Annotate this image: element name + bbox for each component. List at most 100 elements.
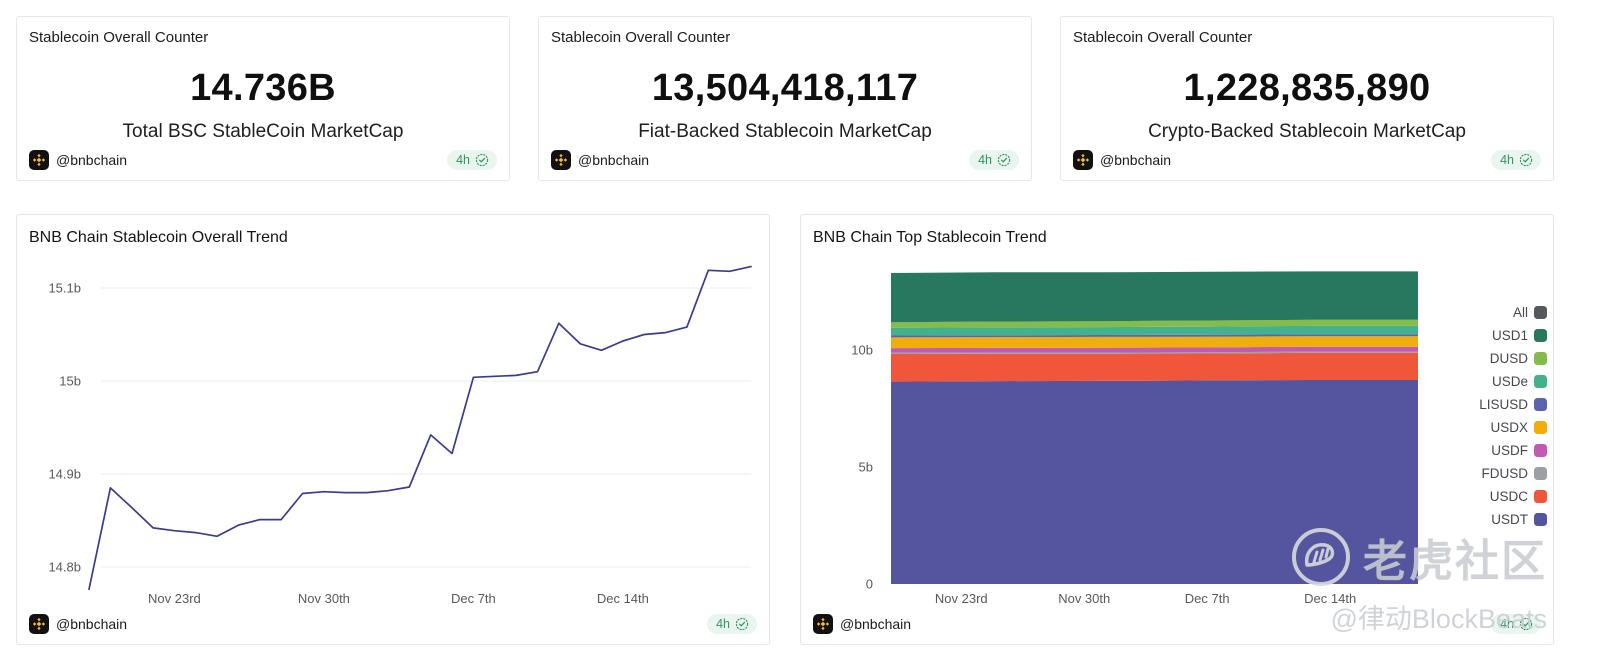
stat-label: Total BSC StableCoin MarketCap [122, 121, 404, 142]
legend-item-usdf[interactable]: USDF [1491, 441, 1547, 460]
account-handle[interactable]: @bnbchain [56, 152, 128, 168]
legend-label: USD1 [1491, 328, 1528, 343]
y-axis-tick-label: 14.8b [48, 560, 81, 575]
area-series-dusd [891, 319, 1418, 328]
stat-card-crypto-backed: Stablecoin Overall Counter 1,228,835,890… [1060, 16, 1554, 181]
legend-swatch-icon [1534, 329, 1547, 342]
legend-item-fdusd[interactable]: FDUSD [1481, 464, 1547, 483]
legend-item-usdc[interactable]: USDC [1490, 487, 1547, 506]
area-series-usdt [891, 380, 1418, 584]
legend-label: USDX [1490, 420, 1528, 435]
account-handle[interactable]: @bnbchain [578, 152, 650, 168]
update-badge: 4h [707, 614, 757, 634]
legend-item-dusd[interactable]: DUSD [1490, 349, 1547, 368]
y-axis-tick-label: 14.9b [48, 467, 81, 482]
stablecoin-overall-trend-line-chart[interactable]: 15.1b 15b 14.9b 14.8b Nov 23rd Nov 30th Dec 7t… [17, 251, 771, 619]
account-handle[interactable]: @bnbchain [840, 616, 912, 632]
legend-swatch-icon [1534, 513, 1547, 526]
trend-line-series [88, 265, 752, 591]
legend-item-usde[interactable]: USDe [1492, 372, 1547, 391]
area-series-usde [891, 325, 1418, 336]
area-series-usd1 [891, 271, 1418, 323]
legend-swatch-icon [1534, 306, 1547, 319]
area-series-usdc [891, 352, 1418, 382]
card-title: Stablecoin Overall Counter [29, 29, 209, 46]
legend-label: USDT [1491, 512, 1528, 527]
card-footer: @bnbchain 4h [1073, 150, 1541, 170]
y-axis-tick-label: 15.1b [48, 281, 81, 296]
verified-check-icon [997, 153, 1011, 167]
bnb-logo-icon [813, 614, 833, 634]
area-series-lisusd [891, 334, 1418, 338]
stat-card-fiat-backed: Stablecoin Overall Counter 13,504,418,11… [538, 16, 1032, 181]
legend-item-usdt[interactable]: USDT [1491, 510, 1547, 529]
bnb-logo-icon [29, 150, 49, 170]
y-axis-tick-label: 0 [866, 577, 873, 592]
legend-label: FDUSD [1481, 466, 1529, 481]
line-chart-card: BNB Chain Stablecoin Overall Trend 15.1b… [16, 214, 770, 645]
verified-check-icon [1519, 617, 1533, 631]
legend-swatch-icon [1534, 444, 1547, 457]
x-axis-tick-label: Nov 23rd [148, 591, 201, 606]
legend-swatch-icon [1534, 490, 1547, 503]
badge-interval: 4h [716, 616, 730, 631]
card-title: Stablecoin Overall Counter [1073, 29, 1253, 46]
chart-title: BNB Chain Stablecoin Overall Trend [29, 229, 288, 246]
stat-value: 14.736B [190, 67, 336, 109]
card-footer: @bnbchain 4h [29, 150, 497, 170]
chart-title: BNB Chain Top Stablecoin Trend [813, 229, 1047, 246]
x-axis-tick-label: Dec 14th [597, 591, 649, 606]
legend-label: USDC [1489, 489, 1528, 504]
verified-check-icon [1519, 153, 1533, 167]
stat-value: 13,504,418,117 [651, 67, 919, 109]
stat-label: Crypto-Backed Stablecoin MarketCap [1148, 121, 1466, 142]
legend-label: USDF [1491, 443, 1528, 458]
area-series-usdf [891, 346, 1418, 353]
legend-item-usdx[interactable]: USDX [1490, 418, 1547, 437]
x-axis-tick-label: Dec 14th [1304, 591, 1356, 606]
legend-label: All [1512, 305, 1528, 320]
y-axis-tick-label: 5b [859, 460, 873, 475]
stat-value: 1,228,835,890 [1183, 67, 1431, 109]
legend-swatch-icon [1534, 375, 1547, 388]
legend-swatch-icon [1534, 467, 1547, 480]
legend-item-lisusd[interactable]: LISUSD [1479, 395, 1547, 414]
area-series-usdx [891, 336, 1418, 349]
update-badge: 4h [1491, 614, 1541, 634]
legend-swatch-icon [1534, 398, 1547, 411]
bnb-logo-icon [551, 150, 571, 170]
card-footer: @bnbchain 4h [29, 614, 757, 634]
legend-label: DUSD [1489, 351, 1528, 366]
legend-item-all[interactable]: All [1513, 303, 1547, 322]
card-title: Stablecoin Overall Counter [551, 29, 731, 46]
x-axis-tick-label: Nov 23rd [935, 591, 988, 606]
stat-card-total-bsc: Stablecoin Overall Counter 14.736B Total… [16, 16, 510, 181]
legend-label: LISUSD [1479, 397, 1528, 412]
badge-interval: 4h [456, 152, 470, 167]
stat-label: Fiat-Backed Stablecoin MarketCap [638, 121, 932, 142]
badge-interval: 4h [978, 152, 992, 167]
x-axis-tick-label: Nov 30th [298, 591, 350, 606]
x-axis-tick-label: Dec 7th [1185, 591, 1230, 606]
card-footer: @bnbchain 4h [813, 614, 1541, 634]
update-badge: 4h [447, 150, 497, 170]
legend-item-usd1[interactable]: USD1 [1492, 326, 1547, 345]
account-handle[interactable]: @bnbchain [56, 616, 128, 632]
verified-check-icon [735, 617, 749, 631]
y-axis-tick-label: 15b [59, 374, 81, 389]
bnb-logo-icon [29, 614, 49, 634]
chart-legend: All USD1 DUSD USDe LISUSD USDX USDF FDUSD USDC US… [1479, 303, 1547, 529]
update-badge: 4h [1491, 150, 1541, 170]
bnb-logo-icon [1073, 150, 1093, 170]
x-axis-tick-label: Nov 30th [1058, 591, 1110, 606]
area-series-fdusd [891, 351, 1418, 354]
legend-swatch-icon [1534, 421, 1547, 434]
y-axis-tick-label: 10b [851, 343, 873, 358]
x-axis-tick-label: Dec 7th [451, 591, 496, 606]
account-handle[interactable]: @bnbchain [1100, 152, 1172, 168]
top-stablecoin-trend-area-chart[interactable]: 10b 5b 0 Nov 23rd Nov 30th Dec 7th Dec 14th [801, 251, 1555, 619]
badge-interval: 4h [1500, 616, 1514, 631]
card-footer: @bnbchain 4h [551, 150, 1019, 170]
stack-chart-card: BNB Chain Top Stablecoin Trend 10b 5b 0 Nov… [800, 214, 1554, 645]
legend-swatch-icon [1534, 352, 1547, 365]
